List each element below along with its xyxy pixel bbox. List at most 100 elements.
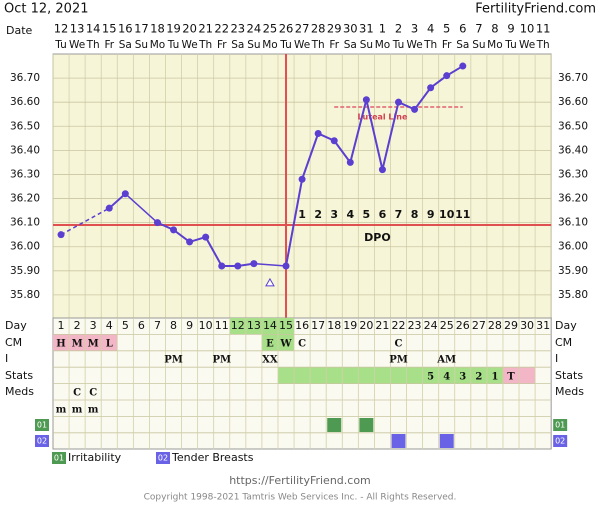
weekday-label: We bbox=[406, 39, 422, 51]
cm-entry: C bbox=[298, 339, 306, 350]
day-number: 25 bbox=[440, 319, 454, 332]
weekday-label: We bbox=[519, 39, 535, 51]
date-label: 30 bbox=[343, 22, 358, 36]
row-label: Stats bbox=[5, 369, 33, 382]
date-label: 4 bbox=[427, 22, 434, 36]
legend-box bbox=[52, 452, 66, 464]
cell-highlight bbox=[229, 318, 246, 335]
date-label: 26 bbox=[279, 22, 294, 36]
row-label-right: I bbox=[555, 352, 558, 365]
i-entry: PM bbox=[212, 355, 231, 366]
day-number: 22 bbox=[392, 319, 406, 332]
day-number: 20 bbox=[359, 319, 373, 332]
day-number: 29 bbox=[504, 319, 518, 332]
dpo-number: 7 bbox=[395, 208, 403, 221]
copyright: Copyright 1998-2021 Tamtris Web Services… bbox=[144, 493, 457, 503]
day-number: 23 bbox=[408, 319, 422, 332]
weekday-label: Su bbox=[472, 39, 485, 51]
temperature-point bbox=[234, 262, 242, 270]
meds2-entry: m bbox=[72, 405, 83, 416]
dpo-number: 10 bbox=[439, 208, 455, 221]
cm-entry: M bbox=[88, 339, 99, 350]
weekday-label: Tu bbox=[279, 39, 291, 51]
temperature-point bbox=[186, 238, 194, 246]
date-label: 23 bbox=[230, 22, 245, 36]
legend-name: Tender Breasts bbox=[171, 451, 254, 464]
y-tick-label-right: 36.50 bbox=[558, 120, 588, 132]
day-number: 11 bbox=[215, 319, 229, 332]
site-name: FertilityFriend.com bbox=[475, 2, 596, 17]
weekday-label: We bbox=[294, 39, 310, 51]
day-number: 26 bbox=[456, 319, 470, 332]
cell-highlight bbox=[342, 367, 359, 384]
date-label: 15 bbox=[102, 22, 117, 36]
date-label: 12 bbox=[54, 22, 69, 36]
date-label: Date bbox=[6, 24, 33, 37]
date-label: 18 bbox=[150, 22, 165, 36]
row-label-right: Day bbox=[555, 319, 577, 332]
dpo-number: 8 bbox=[411, 208, 419, 221]
date-label: 14 bbox=[86, 22, 101, 36]
date-label: 13 bbox=[70, 22, 85, 36]
meds-entry: C bbox=[73, 388, 81, 399]
weekday-label: Sa bbox=[344, 39, 357, 51]
dpo-number: 5 bbox=[363, 208, 371, 221]
day-number: 10 bbox=[199, 319, 213, 332]
day-number: 7 bbox=[154, 319, 161, 332]
date-label: 3 bbox=[411, 22, 418, 36]
day-number: 19 bbox=[343, 319, 357, 332]
y-tick-label-right: 35.80 bbox=[558, 289, 588, 301]
date-label: 10 bbox=[520, 22, 535, 36]
symptom-code-box bbox=[35, 435, 49, 447]
cell-highlight bbox=[326, 367, 343, 384]
weekday-label: Su bbox=[247, 39, 260, 51]
y-tick-label: 36.20 bbox=[10, 193, 40, 205]
discarded-temperature bbox=[265, 277, 275, 287]
day-number: 14 bbox=[263, 319, 277, 332]
date-label: 20 bbox=[182, 22, 197, 36]
temperature-point bbox=[121, 190, 129, 198]
day-number: 24 bbox=[424, 319, 438, 332]
temperature-point bbox=[282, 262, 290, 270]
day-number: 18 bbox=[327, 319, 341, 332]
date-label: 19 bbox=[166, 22, 181, 36]
date-label: 7 bbox=[475, 22, 482, 36]
y-tick-label-right: 36.60 bbox=[558, 96, 588, 108]
cell-highlight bbox=[277, 367, 295, 384]
cell-highlight bbox=[502, 367, 520, 384]
y-tick-label: 36.40 bbox=[10, 144, 40, 156]
cell-highlight bbox=[374, 367, 391, 384]
cell-highlight bbox=[438, 367, 455, 384]
y-tick-label: 36.10 bbox=[10, 217, 40, 229]
meds-entry: C bbox=[89, 388, 97, 399]
dpo-number: 6 bbox=[379, 208, 387, 221]
stats-entry: 1 bbox=[491, 372, 498, 383]
temperature-point bbox=[362, 96, 370, 104]
day-number: 30 bbox=[520, 319, 534, 332]
date-label: 29 bbox=[327, 22, 342, 36]
cell-highlight bbox=[85, 334, 102, 351]
dpo-number: 9 bbox=[427, 208, 435, 221]
date-label: 2 bbox=[395, 22, 402, 36]
weekday-label: Sa bbox=[119, 39, 132, 51]
symptom-code-right-box bbox=[553, 435, 568, 447]
weekday-label: Tu bbox=[392, 39, 404, 51]
weekday-label: Mo bbox=[487, 39, 502, 51]
temperature-gap-line bbox=[124, 193, 158, 224]
i-entry: AM bbox=[436, 355, 456, 366]
temperature-line bbox=[108, 192, 126, 209]
cell-highlight bbox=[422, 367, 439, 384]
temperature-point bbox=[57, 231, 65, 239]
weekday-label: Mo bbox=[262, 39, 277, 51]
stats-entry: 5 bbox=[427, 372, 434, 383]
temperature-point bbox=[314, 130, 322, 137]
weekday-label: Sa bbox=[231, 39, 244, 51]
y-tick-label-right: 36.20 bbox=[558, 193, 588, 205]
row-label: Meds bbox=[5, 385, 34, 398]
stats-entry: 3 bbox=[459, 372, 466, 383]
weekday-label: Fr bbox=[329, 39, 339, 51]
legend-code: 01 bbox=[54, 454, 64, 463]
temperature-point bbox=[105, 204, 113, 212]
dpo-number: 2 bbox=[314, 208, 322, 221]
